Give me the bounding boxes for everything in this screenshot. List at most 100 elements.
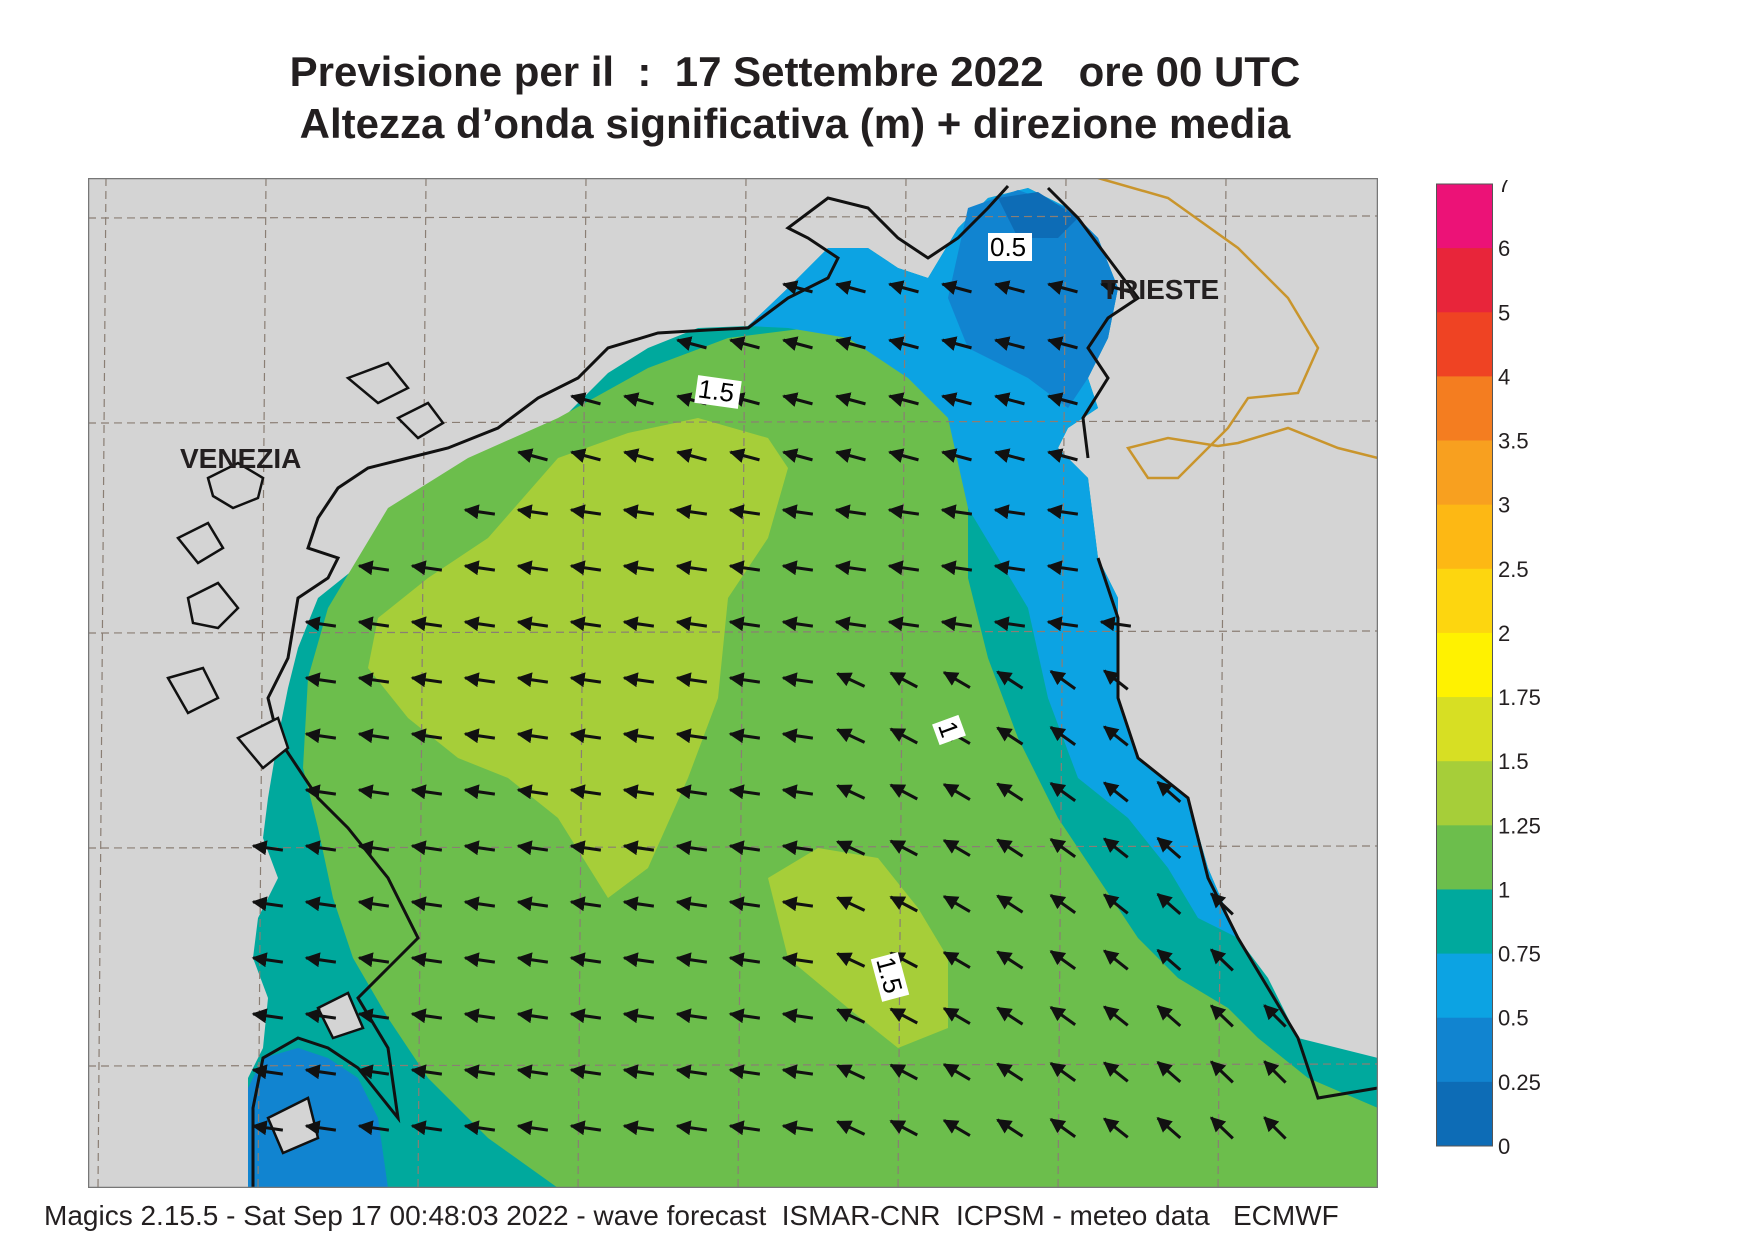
wave-direction-arrow xyxy=(889,783,918,801)
wave-direction-arrow xyxy=(1099,616,1132,632)
lagoon-islands xyxy=(166,361,445,1155)
wave-direction-arrow xyxy=(836,896,866,912)
wave-direction-arrow xyxy=(835,448,866,463)
colorbar-band xyxy=(1436,953,1492,1019)
wave-direction-arrow xyxy=(1047,392,1078,407)
wave-direction-arrow xyxy=(1103,949,1129,971)
wave-direction-arrow xyxy=(942,1007,971,1025)
wave-direction-arrow xyxy=(728,896,761,912)
wave-direction-arrow xyxy=(516,1064,549,1080)
wave-direction-arrow xyxy=(357,952,390,968)
wave-direction-arrow xyxy=(304,616,337,632)
wave-direction-arrow xyxy=(410,560,443,576)
wave-direction-arrow xyxy=(1263,1004,1287,1028)
wave-direction-arrow xyxy=(675,896,708,912)
wave-direction-arrow xyxy=(1263,1060,1287,1084)
wave-direction-arrow xyxy=(1049,950,1077,970)
wave-direction-arrow xyxy=(1047,448,1078,463)
wave-direction-arrow xyxy=(1210,1060,1234,1084)
wave-direction-arrow xyxy=(836,952,866,968)
wave-direction-arrow xyxy=(942,1063,971,1081)
wave-direction-arrow xyxy=(410,672,443,688)
colorbar-band xyxy=(1436,376,1492,442)
wave-direction-arrow xyxy=(1049,726,1077,746)
wave-direction-arrow xyxy=(251,952,284,968)
wave-direction-arrow xyxy=(569,504,602,520)
wave-direction-arrow xyxy=(782,336,813,351)
wave-direction-arrow xyxy=(1046,616,1079,632)
wave-direction-arrow xyxy=(304,896,337,912)
map-title-line-1: Previsione per il : 17 Settembre 2022 or… xyxy=(289,48,1301,95)
wave-direction-arrow xyxy=(569,1008,602,1024)
wave-direction-arrow xyxy=(675,784,708,800)
contour-label-0.5: 0.5 xyxy=(990,232,1026,262)
wave-direction-arrow xyxy=(622,896,655,912)
wave-direction-arrow xyxy=(836,784,866,800)
wave-direction-arrow xyxy=(942,951,971,969)
wave-direction-arrow xyxy=(1049,838,1077,858)
wave-direction-arrow xyxy=(1103,1117,1129,1139)
wave-direction-arrow xyxy=(1049,1006,1077,1026)
wave-direction-arrow xyxy=(304,1008,337,1024)
wave-direction-arrow xyxy=(1156,1005,1182,1027)
wave-direction-arrow xyxy=(836,840,866,856)
wave-direction-arrow xyxy=(463,1120,496,1136)
contour-labels: 0.5 1.5 1 1.5 xyxy=(694,232,1032,1002)
wave-direction-arrow xyxy=(675,840,708,856)
wave-direction-arrow xyxy=(996,950,1024,970)
wave-direction-arrow xyxy=(781,728,814,744)
colorbar-band xyxy=(1436,568,1492,634)
wave-direction-arrow xyxy=(781,784,814,800)
wave-direction-arrow xyxy=(622,728,655,744)
wave-direction-arrow xyxy=(676,336,707,351)
wave-direction-arrow xyxy=(941,448,972,463)
wave-direction-arrow xyxy=(622,672,655,688)
wave-direction-arrow xyxy=(623,448,654,463)
wave-direction-arrow xyxy=(463,952,496,968)
colorbar-frame xyxy=(1436,183,1493,1147)
wave-direction-arrow xyxy=(940,560,973,576)
wave-direction-arrow xyxy=(675,952,708,968)
colorbar-band xyxy=(1436,889,1492,955)
wave-direction-arrow xyxy=(357,728,390,744)
wave-direction-arrow xyxy=(836,1064,866,1080)
wave-direction-arrow xyxy=(729,448,760,463)
wave-direction-arrow xyxy=(942,895,971,913)
wave-direction-arrow xyxy=(357,1064,390,1080)
wave-direction-arrow xyxy=(675,728,708,744)
wave-direction-arrow xyxy=(622,1008,655,1024)
wave-direction-arrow xyxy=(304,784,337,800)
wave-direction-arrow xyxy=(304,1120,337,1136)
wave-direction-arrow xyxy=(728,616,761,632)
wave-direction-arrow xyxy=(889,671,918,689)
wave-height-colorbar: 7 6 5 4 3.5 3 2.5 2 1.75 1.5 1.25 1 0.75 0.5 0.25 0 xyxy=(1436,180,1541,1155)
wave-direction-arrow xyxy=(251,840,284,856)
wave-direction-arrow xyxy=(728,1064,761,1080)
wave-direction-arrow xyxy=(1049,670,1077,690)
wave-direction-arrow xyxy=(410,896,443,912)
wave-direction-arrow xyxy=(993,616,1026,632)
wave-direction-arrow xyxy=(993,504,1026,520)
wave-direction-arrow xyxy=(1047,280,1078,295)
wave-direction-arrow xyxy=(357,840,390,856)
wave-direction-arrow xyxy=(1210,1004,1234,1028)
colorbar-band xyxy=(1436,1081,1492,1147)
wave-direction-arrow xyxy=(1263,1116,1287,1140)
wave-direction-arrow xyxy=(888,280,919,295)
wave-direction-arrow xyxy=(1210,892,1234,916)
wave-direction-arrow xyxy=(516,952,549,968)
wave-direction-arrow xyxy=(516,784,549,800)
wave-direction-arrow xyxy=(463,1008,496,1024)
colorbar-tick-label: 0 xyxy=(1498,1134,1510,1155)
wave-direction-arrow xyxy=(1047,336,1078,351)
contour-0.75-1-north xyxy=(748,188,1238,938)
coastline xyxy=(251,184,1010,1188)
colorbar-tick-label: 0.5 xyxy=(1498,1006,1529,1031)
wave-direction-arrow xyxy=(781,504,814,520)
map-frame xyxy=(88,178,1378,1188)
wave-direction-arrow xyxy=(569,672,602,688)
wave-direction-arrow xyxy=(516,728,549,744)
wave-direction-arrow xyxy=(781,1064,814,1080)
wave-direction-arrow xyxy=(836,1008,866,1024)
wave-direction-arrow xyxy=(622,840,655,856)
